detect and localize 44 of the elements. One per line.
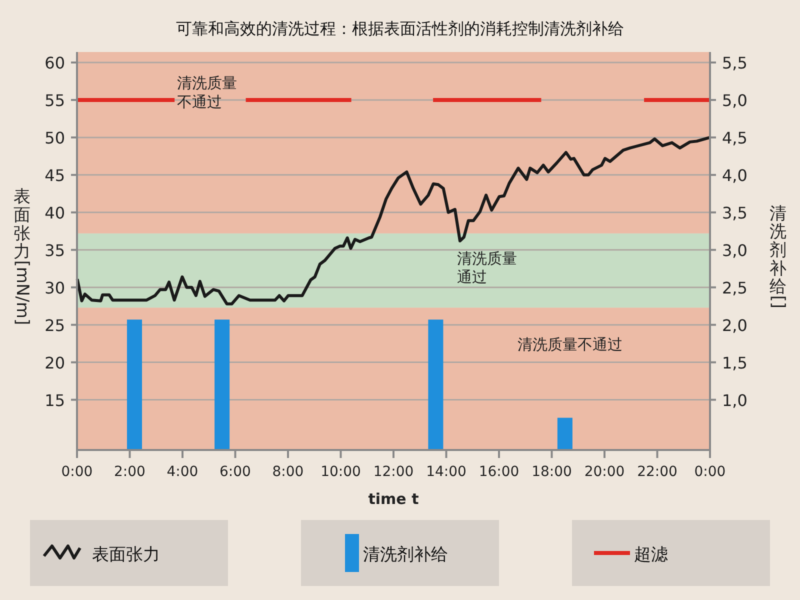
y-tick-label: 55 bbox=[44, 90, 65, 110]
y2-tick-label: 1,5 bbox=[722, 353, 748, 372]
legend-label: 清洗剂补给 bbox=[363, 545, 448, 565]
y-tick-label: 15 bbox=[44, 390, 65, 410]
y-tick-label: 60 bbox=[44, 53, 65, 72]
y-tick-label: 45 bbox=[44, 166, 65, 185]
y2-tick-label: 4,5 bbox=[722, 128, 748, 148]
y-tick-label: 50 bbox=[44, 128, 65, 148]
legend-label: 表面张力 bbox=[92, 545, 160, 565]
y2-tick-label: 3,0 bbox=[722, 240, 748, 260]
y-tick-label: 20 bbox=[44, 353, 65, 372]
y2-tick-label: 1,0 bbox=[722, 390, 748, 410]
chart-title: 可靠和高效的清洗过程：根据表面活性剂的消耗控制清洗剂补给 bbox=[176, 19, 624, 38]
x-tick-label: 2:00 bbox=[114, 464, 146, 480]
x-tick-label: 16:00 bbox=[478, 464, 520, 480]
x-tick-label: 6:00 bbox=[220, 464, 251, 480]
y2-tick-label: 4,0 bbox=[722, 166, 748, 185]
line-series bbox=[76, 136, 712, 306]
y-tick-label: 30 bbox=[44, 278, 65, 298]
y2-axis-title: 清洗剂补给 [] bbox=[768, 204, 788, 309]
y-tick-label: 25 bbox=[44, 316, 65, 335]
x-tick-label: 0:00 bbox=[61, 464, 93, 480]
x-tick-label: 18:00 bbox=[532, 464, 572, 480]
band-label: 清洗质量通过 bbox=[456, 249, 517, 286]
x-tick-label: 12:00 bbox=[373, 464, 414, 480]
y2-tick-label: 5,5 bbox=[722, 53, 748, 72]
x-tick-label: 14:00 bbox=[426, 464, 466, 480]
x-tick-label: 8:00 bbox=[272, 464, 304, 480]
x-tick-label: 10:00 bbox=[320, 464, 361, 480]
legend-label: 超滤 bbox=[634, 545, 668, 565]
y-tick-label: 40 bbox=[44, 203, 65, 222]
x-tick-label: 20:00 bbox=[584, 464, 625, 480]
y-tick-label: 35 bbox=[44, 240, 65, 260]
y2-tick-label: 2,5 bbox=[722, 278, 748, 298]
x-tick-label: 0:00 bbox=[694, 464, 726, 480]
band-label: 清洗质量不通过 bbox=[517, 336, 622, 354]
y-axis-title: 表面张力[mN/m] bbox=[12, 187, 32, 326]
band-label: 清洗质量不通过 bbox=[177, 74, 238, 111]
x-axis-title: time t bbox=[368, 490, 419, 508]
y2-tick-label: 3,5 bbox=[722, 203, 748, 222]
y2-tick-label: 5,0 bbox=[722, 90, 748, 110]
x-tick-label: 22:00 bbox=[637, 464, 678, 480]
x-tick-label: 4:00 bbox=[166, 464, 198, 480]
y2-tick-label: 2,0 bbox=[722, 316, 748, 335]
